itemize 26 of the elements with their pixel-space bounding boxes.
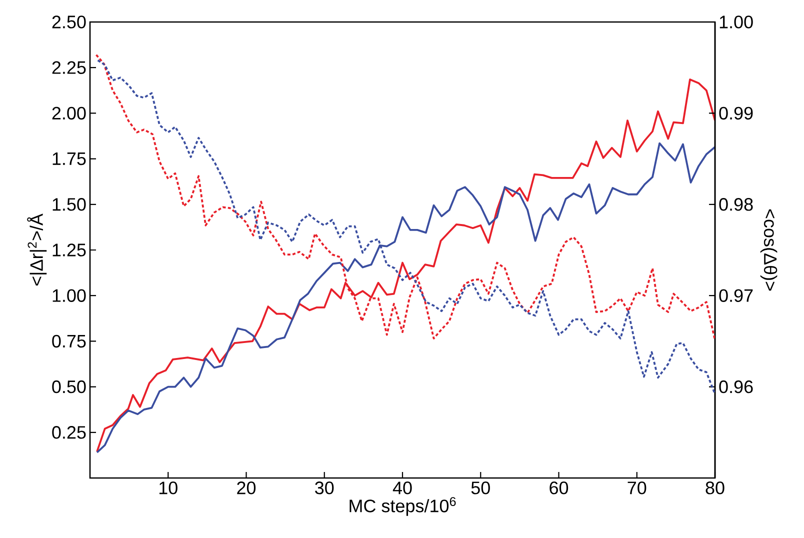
y-axis-title: <|Δr|$^{2}$>/Å bbox=[27, 214, 47, 286]
y-tick-label: 1.00 bbox=[52, 289, 86, 302]
x-tick-label: 20 bbox=[237, 482, 256, 494]
y2-tick-label: 0.97 bbox=[719, 289, 753, 302]
x-axis-title: MC steps/10$^{6}$ bbox=[350, 497, 456, 516]
y-tick-label: 0.25 bbox=[52, 426, 86, 439]
y-tick-label: 2.00 bbox=[52, 106, 86, 120]
y-tick-label: 2.25 bbox=[52, 61, 86, 74]
y-tick-label: 1.50 bbox=[52, 198, 86, 211]
x-tick-label: 10 bbox=[159, 482, 178, 494]
y2-axis-title: <cos(Δθ)> bbox=[760, 209, 778, 291]
y-tick-label: 0.75 bbox=[52, 334, 86, 348]
y2-tick-label: 0.98 bbox=[719, 198, 753, 211]
y2-tick-label: 0.99 bbox=[719, 106, 753, 120]
y-tick-label: 1.75 bbox=[52, 152, 86, 166]
y-tick-label: 2.50 bbox=[52, 16, 86, 28]
x-tick-label: 30 bbox=[315, 482, 334, 494]
y-tick-label: 0.50 bbox=[52, 380, 86, 394]
y2-tick-label: 1.00 bbox=[720, 16, 753, 28]
y2-tick-label: 0.96 bbox=[719, 380, 753, 394]
x-tick-label: 60 bbox=[550, 482, 568, 494]
x-tick-label: 40 bbox=[392, 482, 412, 494]
y-tick-label: 1.25 bbox=[52, 244, 86, 256]
x-tick-label: 70 bbox=[628, 482, 646, 494]
x-tick-label: 80 bbox=[706, 482, 724, 494]
x-tick-label: 50 bbox=[471, 482, 490, 494]
